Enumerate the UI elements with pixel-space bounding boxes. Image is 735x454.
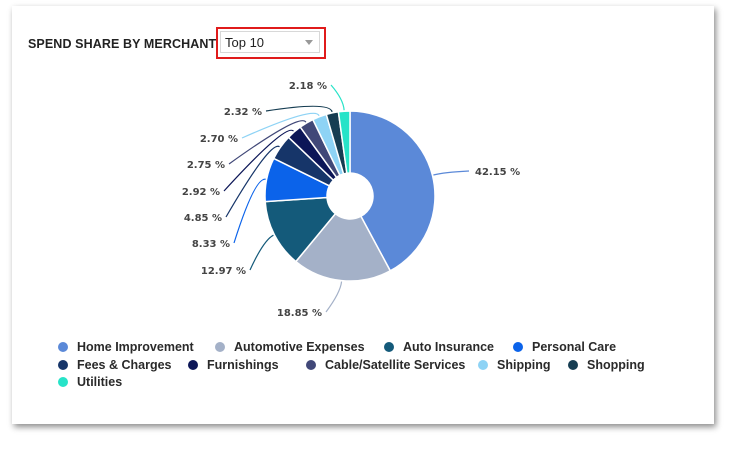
chart-title: SPEND SHARE BY MERCHANT	[28, 37, 217, 51]
legend-item[interactable]: Auto Insurance	[384, 340, 494, 354]
legend-item[interactable]: Utilities	[58, 375, 122, 389]
legend-item[interactable]: Home Improvement	[58, 340, 194, 354]
legend-swatch	[384, 342, 394, 352]
legend-item[interactable]: Shopping	[568, 358, 645, 372]
leader-line	[223, 129, 294, 192]
top-n-dropdown[interactable]: Top 10	[220, 31, 320, 53]
legend-item[interactable]: Cable/Satellite Services	[306, 358, 465, 372]
legend-item[interactable]: Shipping	[478, 358, 550, 372]
pie-slice-utilities[interactable]	[337, 110, 351, 175]
legend-swatch	[188, 360, 198, 370]
leader-line	[225, 145, 280, 218]
legend-item[interactable]: Automotive Expenses	[215, 340, 365, 354]
legend-label: Utilities	[77, 375, 123, 389]
legend-label: Cable/Satellite Services	[325, 358, 466, 372]
legend-swatch	[58, 360, 68, 370]
legend-swatch	[306, 360, 316, 370]
legend-swatch	[513, 342, 523, 352]
legend-item[interactable]: Fees & Charges	[58, 358, 171, 372]
leader-line	[433, 170, 470, 176]
chevron-down-icon	[305, 40, 313, 45]
leader-line	[249, 234, 274, 271]
data-label: 18.85 %	[277, 308, 322, 319]
legend-label: Shopping	[587, 358, 645, 372]
leader-line	[241, 112, 320, 139]
legend-label: Shipping	[497, 358, 551, 372]
leader-line	[265, 105, 333, 113]
legend-item[interactable]: Personal Care	[513, 340, 616, 354]
leader-line	[330, 84, 345, 111]
pie-slice-home-improvement[interactable]	[349, 110, 436, 272]
data-label: 42.15 %	[475, 167, 520, 178]
legend-swatch	[215, 342, 225, 352]
data-label: 2.32 %	[224, 107, 262, 118]
legend-item[interactable]: Furnishings	[188, 358, 279, 372]
data-label: 8.33 %	[192, 239, 230, 250]
data-label: 2.92 %	[182, 187, 220, 198]
dropdown-value: Top 10	[225, 35, 265, 50]
legend-swatch	[58, 377, 68, 387]
leader-line	[228, 120, 307, 165]
legend-label: Home Improvement	[77, 340, 194, 354]
leader-line	[325, 281, 343, 313]
data-label: 2.75 %	[187, 160, 225, 171]
legend-label: Furnishings	[207, 358, 279, 372]
legend-swatch	[568, 360, 578, 370]
legend-label: Personal Care	[532, 340, 617, 354]
highlight-box	[216, 27, 326, 59]
data-label: 4.85 %	[184, 213, 222, 224]
legend-swatch	[478, 360, 488, 370]
leader-line	[233, 178, 266, 244]
pie-slice-automotive-expenses[interactable]	[294, 212, 392, 282]
legend-label: Automotive Expenses	[234, 340, 365, 354]
legend-swatch	[58, 342, 68, 352]
data-label: 2.18 %	[289, 81, 327, 92]
legend-label: Fees & Charges	[77, 358, 172, 372]
data-label: 2.70 %	[200, 134, 238, 145]
legend-label: Auto Insurance	[403, 340, 494, 354]
pie-slice-auto-insurance[interactable]	[264, 196, 337, 263]
data-label: 12.97 %	[201, 266, 246, 277]
